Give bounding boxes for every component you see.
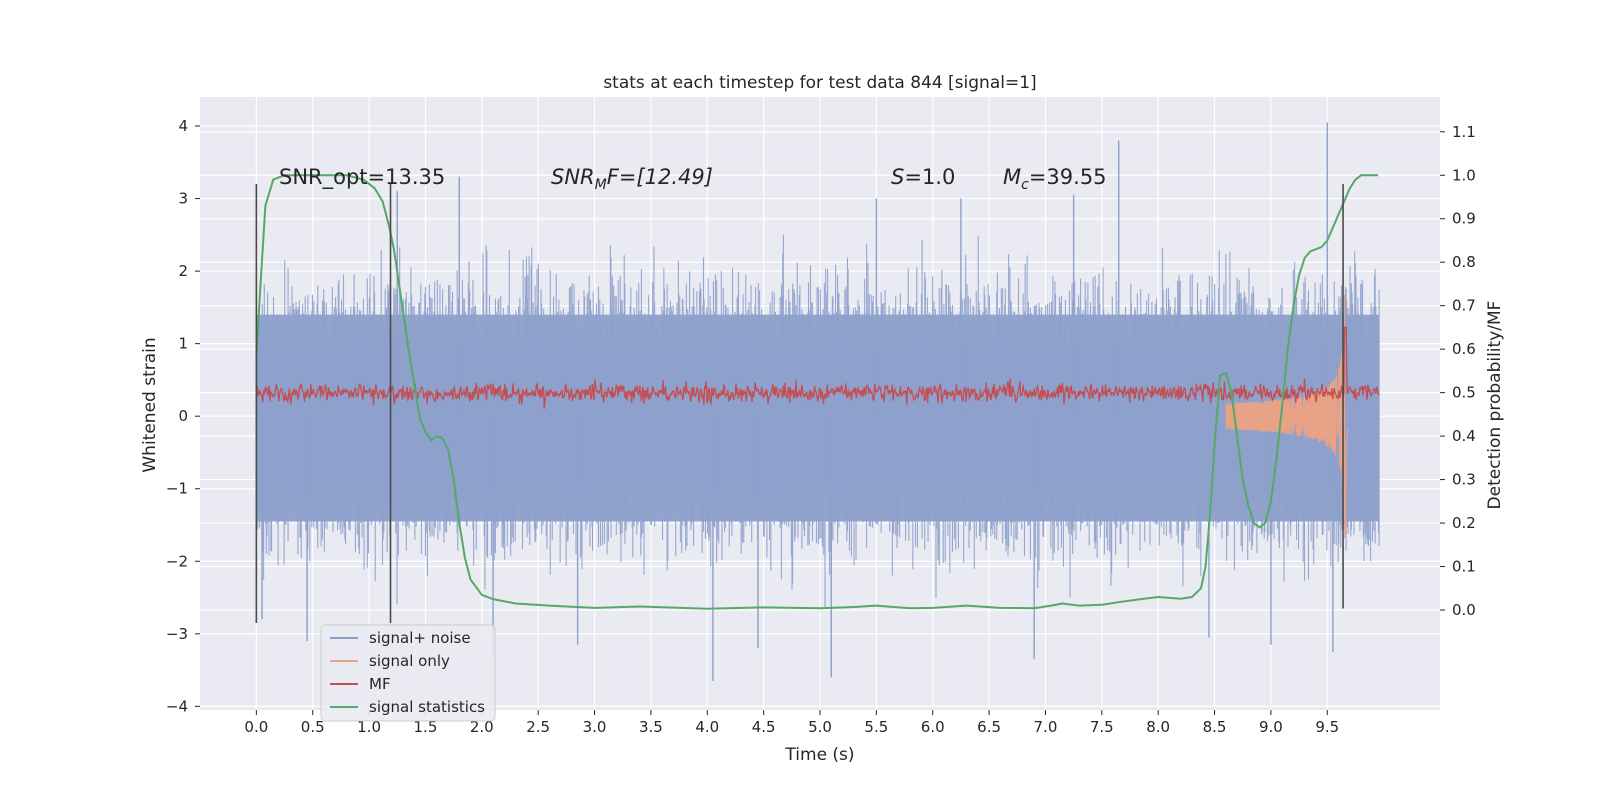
y-tick-label-6: −2 xyxy=(166,552,188,570)
y2-axis-label: Detection probability/MF xyxy=(1485,301,1505,510)
y-tick-label-1: 3 xyxy=(178,190,188,208)
y-tick-label-4: 0 xyxy=(178,407,188,425)
y-tick-label-8: −4 xyxy=(166,697,188,715)
x-tick-label-15: 7.5 xyxy=(1090,718,1114,736)
snr-mf-rest: F=[12.49] xyxy=(607,165,713,189)
snr-mf-sub: M xyxy=(595,177,607,193)
x-tick-label-18: 9.0 xyxy=(1259,718,1283,736)
x-tick-label-9: 4.5 xyxy=(752,718,776,736)
y-tick-label-7: −3 xyxy=(166,625,188,643)
y-tick-label-2: 2 xyxy=(178,262,188,280)
x-tick-label-5: 2.5 xyxy=(526,718,550,736)
annotation-snr-mf: SNRMF=[12.49] xyxy=(551,165,713,193)
x-tick-label-6: 3.0 xyxy=(583,718,607,736)
x-tick-label-3: 1.5 xyxy=(414,718,438,736)
vertical-markers xyxy=(255,184,1344,623)
plot-area xyxy=(255,122,1380,681)
y2-tick-label-1: 1.0 xyxy=(1452,166,1476,184)
x-tick-label-1: 0.5 xyxy=(301,718,325,736)
y2-tick-label-3: 0.8 xyxy=(1452,253,1476,271)
x-axis-ticks: 0.0 0.5 1.0 1.5 2.0 2.5 3.0 3.5 4.0 4.5 5.0 5.5 6.0 6… xyxy=(244,710,1339,736)
annotation-snr-opt: SNR_opt=13.35 xyxy=(279,165,445,190)
mc-sub: c xyxy=(1021,177,1029,193)
y2-tick-label-10: 0.1 xyxy=(1452,558,1476,576)
x-tick-label-17: 8.5 xyxy=(1203,718,1227,736)
y2-tick-label-7: 0.4 xyxy=(1452,427,1476,445)
series-signal-plus-noise xyxy=(255,122,1380,681)
series-mf xyxy=(255,326,1380,409)
annotation-s: S=1.0 xyxy=(891,165,955,189)
x-tick-label-12: 6.0 xyxy=(921,718,945,736)
mc-rest: =39.55 xyxy=(1029,165,1107,189)
x-tick-label-2: 1.0 xyxy=(357,718,381,736)
y2-tick-label-6: 0.5 xyxy=(1452,384,1476,402)
y2-tick-label-9: 0.2 xyxy=(1452,514,1476,532)
x-tick-label-10: 5.0 xyxy=(808,718,832,736)
legend-label-signal-statistics: signal statistics xyxy=(369,698,485,716)
y2-tick-label-8: 0.3 xyxy=(1452,471,1476,489)
x-tick-label-16: 8.0 xyxy=(1146,718,1170,736)
signal-statistics-line xyxy=(255,174,1378,610)
x-tick-label-0: 0.0 xyxy=(244,718,268,736)
y-tick-label-3: 1 xyxy=(178,335,188,353)
x-tick-label-7: 3.5 xyxy=(639,718,663,736)
s-italic: S xyxy=(891,165,904,189)
y-axis-right-ticks: 1.1 1.0 0.9 0.8 0.7 0.6 0.5 0.4 0.3 0.2 0.1 0.0 xyxy=(1440,123,1476,619)
legend: signal+ noise signal only MF signal stat… xyxy=(320,624,496,722)
y2-tick-label-0: 1.1 xyxy=(1452,123,1476,141)
mc-italic: M xyxy=(1003,165,1021,189)
y2-tick-label-11: 0.0 xyxy=(1452,601,1476,619)
chart-title: stats at each timestep for test data 844… xyxy=(603,73,1036,93)
noise-core-band xyxy=(256,314,1380,522)
y-tick-label-5: −1 xyxy=(166,480,188,498)
x-tick-label-8: 4.0 xyxy=(695,718,719,736)
y2-tick-label-4: 0.7 xyxy=(1452,297,1476,315)
x-tick-label-4: 2.0 xyxy=(470,718,494,736)
x-tick-label-13: 6.5 xyxy=(977,718,1001,736)
s-rest: =1.0 xyxy=(904,165,955,189)
x-tick-label-11: 5.5 xyxy=(864,718,888,736)
annotation-mc: Mc=39.55 xyxy=(1003,165,1107,193)
legend-box xyxy=(320,624,496,722)
y-axis-left-ticks: 4 3 2 1 0 −1 −2 −3 −4 xyxy=(166,117,200,715)
series-signal-statistics xyxy=(255,174,1378,610)
y-tick-label-0: 4 xyxy=(178,117,188,135)
legend-label-signal-plus-noise: signal+ noise xyxy=(369,629,471,647)
y2-tick-label-5: 0.6 xyxy=(1452,340,1476,358)
legend-label-mf: MF xyxy=(369,675,391,693)
x-axis-label: Time (s) xyxy=(784,745,854,765)
mf-line xyxy=(255,326,1380,409)
legend-label-signal-only: signal only xyxy=(369,652,450,670)
y2-tick-label-2: 0.9 xyxy=(1452,210,1476,228)
x-tick-label-14: 7.0 xyxy=(1034,718,1058,736)
y-axis-label: Whitened strain xyxy=(140,337,160,472)
x-tick-label-19: 9.5 xyxy=(1315,718,1339,736)
snr-mf-base: SNR xyxy=(551,165,595,189)
